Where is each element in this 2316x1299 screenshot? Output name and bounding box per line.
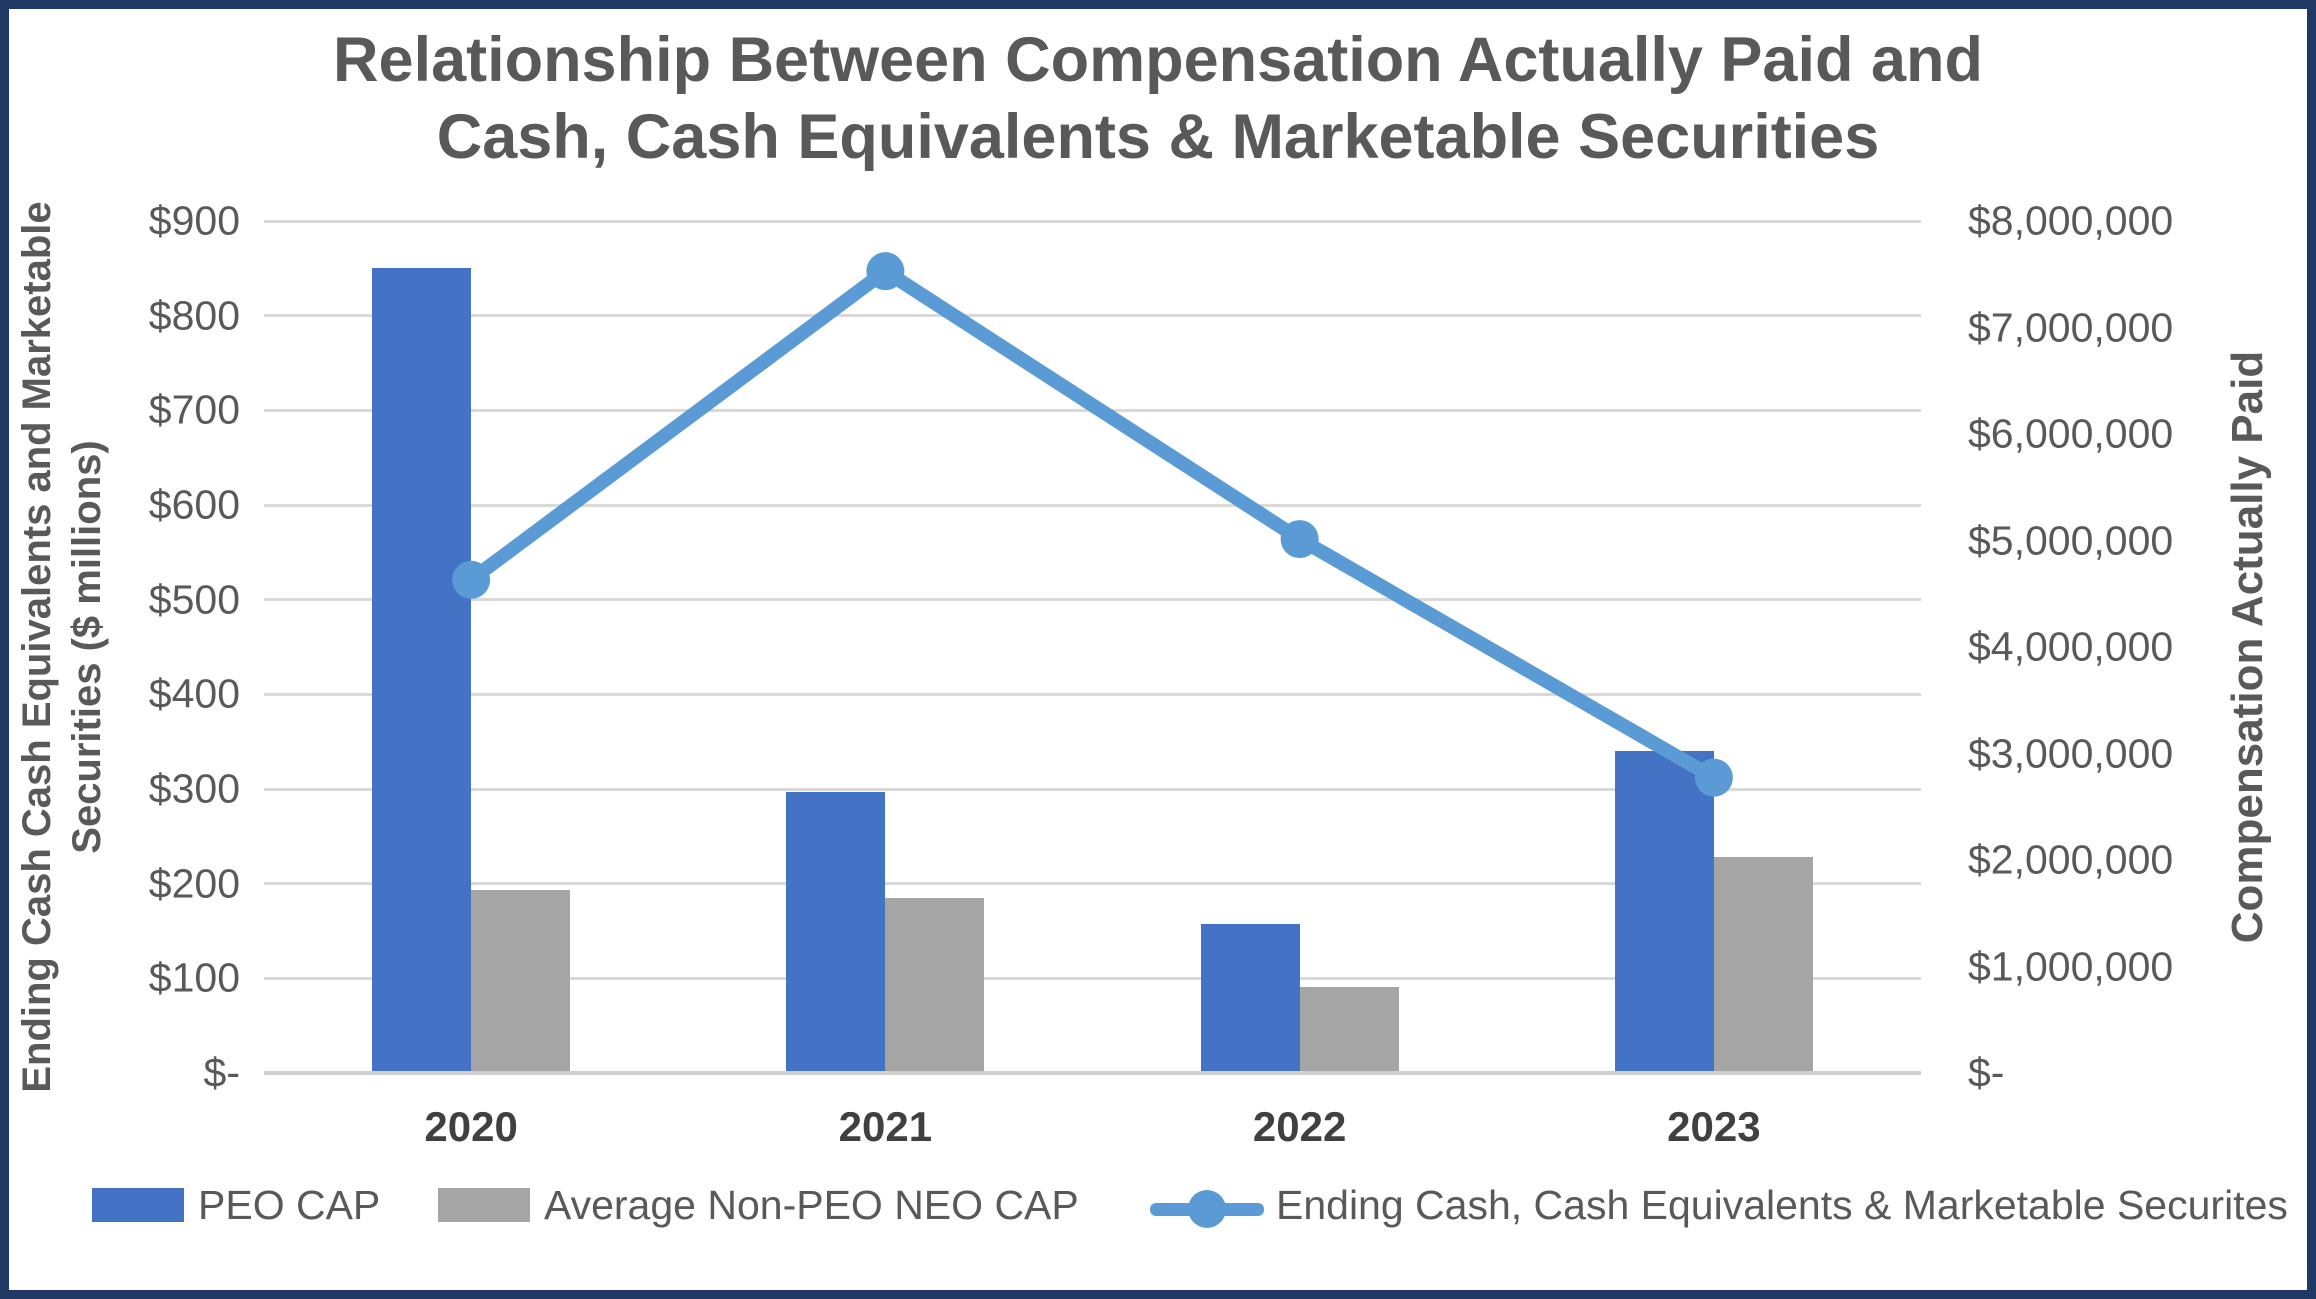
left-axis-tick: $200 [148,860,240,907]
bar-peo-cap-2020 [372,267,472,1073]
x-axis-label: 2022 [1252,1103,1347,1150]
legend-swatch-peo-cap [92,1188,184,1222]
gridline [264,882,1921,886]
left-axis-tick: $700 [148,386,240,433]
x-axis-label: 2021 [838,1103,933,1150]
bar-neo-cap-2023 [1713,856,1813,1073]
cash-line-marker [1694,758,1733,797]
x-axis-label: 2020 [424,1103,518,1150]
gridline [264,598,1921,602]
x-axis-line [264,1071,1921,1075]
chart-title-line2: Cash, Cash Equivalents & Marketable Secu… [436,101,1880,172]
left-axis-tick: $400 [148,670,240,717]
legend-line-marker-icon [1188,1190,1226,1228]
gridline [264,314,1921,318]
bar-neo-cap-2021 [885,898,985,1073]
right-axis-tick: $6,000,000 [1968,410,2174,457]
left-axis-tick: $800 [148,292,240,339]
bar-peo-cap-2023 [1614,751,1714,1073]
left-axis-tick: $300 [148,765,240,812]
bar-peo-cap-2021 [786,791,886,1073]
legend-label-ending-cash: Ending Cash, Cash Equivalents & Marketab… [1276,1182,2288,1228]
right-axis-tick: $7,000,000 [1968,304,2174,350]
bar-neo-cap-2022 [1299,986,1399,1073]
left-axis-tick: $100 [148,954,240,1001]
chart-title-line1: Relationship Between Compensation Actual… [333,25,1983,95]
right-axis-tick: $5,000,000 [1968,517,2174,563]
right-axis-tick: $2,000,000 [1968,836,2174,883]
legend: PEO CAP Average Non-PEO NEO CAP Ending C… [0,1180,2316,1250]
cash-line [466,262,1718,784]
gridline [264,219,1921,223]
right-axis-tick: $- [1968,1049,2005,1096]
gridline [264,976,1921,980]
bar-peo-cap-2022 [1200,923,1300,1073]
cash-line-marker [452,560,491,599]
cash-line-marker [866,252,905,291]
gridline [264,692,1921,696]
bar-neo-cap-2020 [471,889,571,1073]
right-axis-tick: $4,000,000 [1968,623,2174,670]
gridline [264,503,1921,507]
left-axis-tick: $- [203,1049,240,1096]
gridline [264,787,1921,791]
left-axis-tick: $900 [148,197,240,244]
legend-label-neo-cap: Average Non-PEO NEO CAP [544,1182,1079,1228]
left-axis-tick: $600 [148,481,240,528]
right-axis-tick: $3,000,000 [1968,730,2174,776]
legend-swatch-neo-cap [438,1188,530,1222]
right-axis-tick: $8,000,000 [1968,197,2174,244]
cash-line-marker [1280,520,1319,559]
right-axis-tick: $1,000,000 [1968,943,2174,989]
x-axis-label: 2023 [1667,1103,1761,1150]
left-axis-tick: $500 [148,576,240,623]
chart-title: Relationship Between Compensation Actual… [0,22,2316,176]
legend-label-peo-cap: PEO CAP [198,1182,381,1228]
